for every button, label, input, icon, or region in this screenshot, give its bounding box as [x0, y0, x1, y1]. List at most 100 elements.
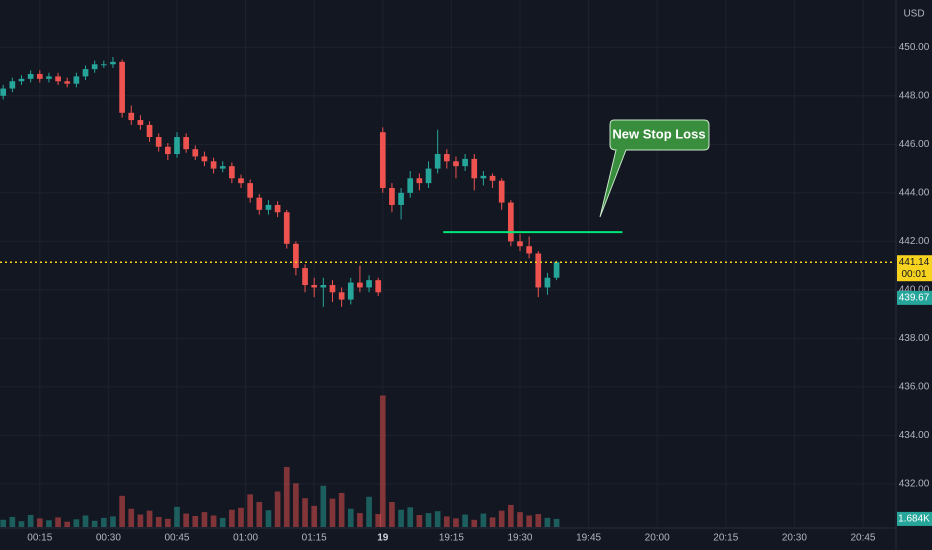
volume-bar [201, 512, 208, 527]
candle-body [498, 180, 505, 203]
candle-body [0, 88, 7, 96]
volume-bar [265, 510, 272, 527]
y-tick-label: 446.00 [899, 139, 930, 150]
volume-bar [229, 509, 235, 527]
candle-body [283, 212, 290, 244]
y-tick-label: 442.00 [899, 236, 930, 247]
volume-bar [535, 514, 542, 527]
marker-price-label: 439.67 [899, 293, 930, 304]
volume-bar [146, 510, 153, 527]
volume-bar [416, 515, 423, 527]
x-tick-label: 19 [377, 533, 389, 544]
candle-body [146, 124, 153, 138]
candle-body [480, 175, 487, 179]
candle-body [238, 178, 244, 184]
volume-bar [338, 492, 345, 527]
volume-bar [443, 516, 450, 527]
volume-bar [471, 519, 478, 527]
candle-body [183, 137, 189, 150]
volume-bar [174, 506, 180, 527]
candle-body [389, 187, 395, 205]
y-tick-label: 448.00 [899, 90, 930, 101]
candle-body [311, 285, 318, 288]
candle-body [229, 166, 235, 179]
volume-bar [165, 518, 171, 527]
marker-price-box [897, 290, 932, 305]
x-tick-label: 00:45 [164, 533, 189, 544]
candle-body [302, 268, 308, 286]
x-tick-label: 20:45 [850, 533, 875, 544]
volume-bar [91, 520, 98, 527]
volume-bar [434, 511, 441, 527]
candle-body [36, 73, 43, 79]
candle-body [27, 73, 34, 79]
volume-bar [9, 516, 16, 527]
volume-bar [462, 514, 468, 527]
volume-bar [210, 515, 217, 527]
x-tick-label: 00:15 [27, 533, 52, 544]
x-tick-label: 19:15 [439, 533, 464, 544]
candle-body [508, 202, 514, 242]
volume-bar [526, 515, 532, 527]
volume-bar [183, 513, 189, 527]
volume-bar [389, 502, 395, 527]
candle-body [471, 158, 478, 179]
candle-body [535, 253, 542, 288]
volume-bar [480, 513, 487, 527]
candle-body [462, 158, 468, 167]
x-tick-label: 20:30 [782, 533, 807, 544]
candle-body [256, 197, 263, 210]
volume-bar [553, 518, 560, 527]
volume-bar [18, 521, 25, 527]
volume-bar [489, 517, 496, 527]
candle-body [265, 204, 272, 210]
candle-body [489, 175, 496, 181]
candle-body [110, 61, 116, 65]
candle-body [329, 285, 336, 293]
candle-body [407, 178, 414, 193]
candle-body [375, 280, 382, 293]
candle-body [165, 146, 171, 155]
volume-bar [128, 508, 135, 527]
y-tick-label: 450.00 [899, 42, 930, 53]
candle-body [553, 262, 560, 278]
candle-body [192, 149, 199, 157]
countdown: 00:01 [901, 269, 926, 280]
x-tick-label: 01:15 [302, 533, 327, 544]
volume-bar [238, 507, 244, 527]
candle-body [64, 81, 71, 84]
candle-body [210, 161, 217, 169]
candle-body [137, 120, 144, 125]
candle-body [357, 282, 363, 288]
volume-bar [27, 515, 34, 527]
volume-bar [375, 514, 382, 527]
candle-body [201, 156, 208, 162]
volume-bar [347, 508, 354, 527]
volume-bar [544, 517, 551, 527]
candle-body [119, 61, 125, 113]
candle-body [453, 161, 459, 167]
volume-bar [110, 516, 116, 527]
x-tick-label: 20:15 [713, 533, 738, 544]
candle-body [398, 192, 404, 205]
candle-body [293, 243, 299, 269]
annotation: New Stop Loss [599, 119, 710, 218]
candle-body [274, 204, 281, 213]
volume-bar [398, 509, 404, 527]
volume-bar [247, 494, 253, 527]
volume-bar [137, 514, 144, 527]
volume-bar [366, 496, 372, 527]
volume-bar [100, 517, 107, 527]
volume-bar [256, 502, 263, 527]
candle-body [425, 168, 432, 184]
y-tick-label: 434.00 [899, 430, 930, 441]
y-tick-label: 436.00 [899, 382, 930, 393]
candle-body [100, 64, 107, 66]
volume-bar [64, 521, 71, 527]
candle-body [247, 183, 253, 198]
y-tick-label: 438.00 [899, 333, 930, 344]
volume-bar [274, 491, 281, 527]
candle-body [91, 64, 98, 70]
volume-bar [36, 518, 43, 527]
